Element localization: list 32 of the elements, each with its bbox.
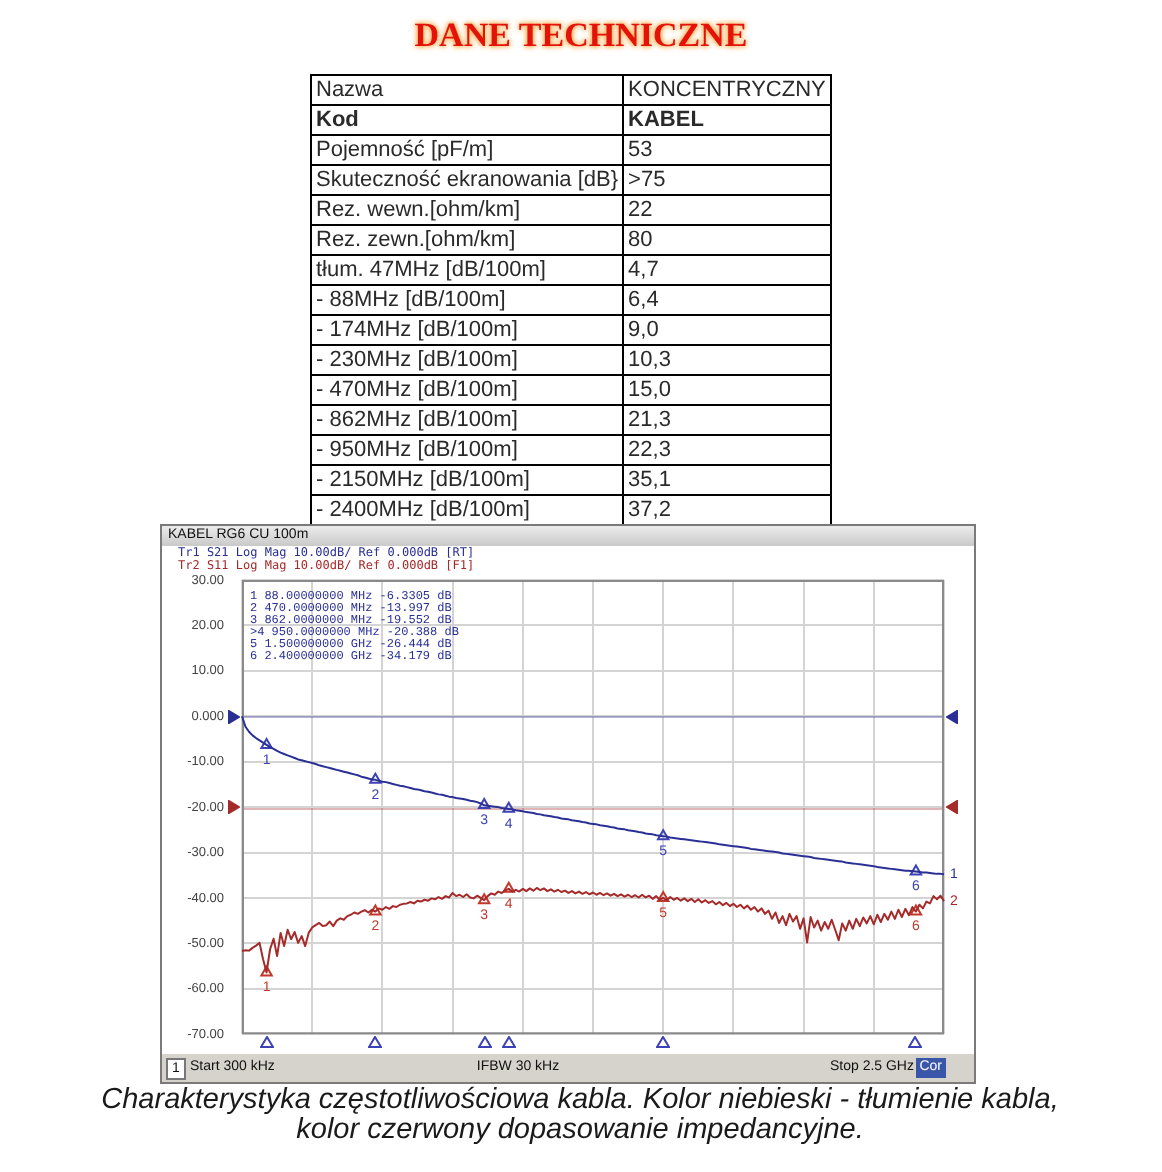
text: - 174MHz [dB/100m] (311, 315, 624, 345)
text: - 2150MHz [dB/100m] (311, 465, 624, 495)
text: Rez. zewn.[ohm/km] (311, 225, 624, 255)
text: Pojemność [pF/m] (311, 135, 624, 165)
text: 4,7 (623, 255, 831, 285)
text: - 88MHz [dB/100m] (311, 285, 624, 315)
text: Charakterystyka częstotliwościowa kabla. Kolor niebieski - tłumienie kabla, kolor czerwony dopasowanie impedancyjne. (99, 1084, 1061, 1146)
text: 53 (623, 135, 831, 165)
text: 15,0 (623, 375, 831, 405)
text: KABEL (623, 105, 831, 135)
text: KONCENTRYCZNY (623, 75, 831, 105)
text: 21,3 (623, 405, 831, 435)
text: Rez. wewn.[ohm/km] (311, 195, 624, 225)
text: - 862MHz [dB/100m] (311, 405, 624, 435)
text: 9,0 (623, 315, 831, 345)
text: 37,2 (623, 495, 831, 525)
text: 80 (623, 225, 831, 255)
text: Skuteczność ekranowania [dB} (311, 165, 624, 195)
text: 10,3 (623, 345, 831, 375)
text: Kod (311, 105, 624, 135)
text: - 230MHz [dB/100m] (311, 345, 624, 375)
text: DANE TECHNICZNE (412, 16, 750, 56)
text: 35,1 (623, 465, 831, 495)
text: - 2400MHz [dB/100m] (311, 495, 624, 525)
text: 22 (623, 195, 831, 225)
text: >75 (623, 165, 831, 195)
text: 22,3 (623, 435, 831, 465)
text: - 950MHz [dB/100m] (311, 435, 624, 465)
text: Nazwa (311, 75, 624, 105)
text: 6,4 (623, 285, 831, 315)
text: - 470MHz [dB/100m] (311, 375, 624, 405)
text: tłum. 47MHz [dB/100m] (311, 255, 624, 285)
